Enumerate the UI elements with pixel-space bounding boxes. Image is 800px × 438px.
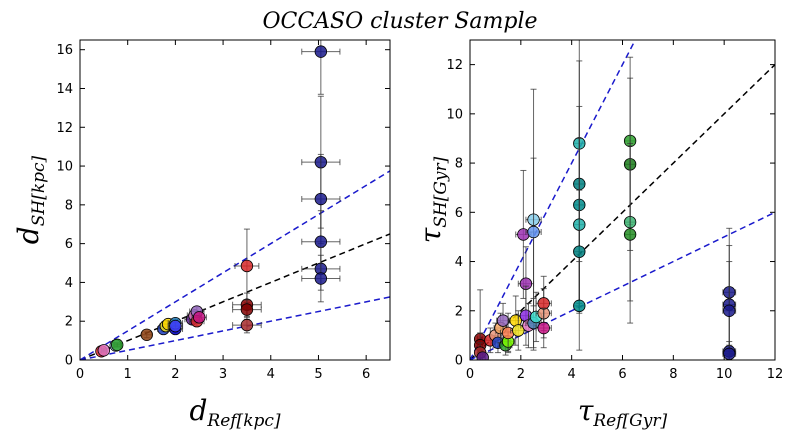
y-tick-label: 2 — [455, 304, 463, 319]
age-data-point — [573, 261, 586, 351]
y-tick-label: 0 — [65, 354, 73, 369]
marker — [723, 347, 736, 360]
marker — [501, 326, 515, 340]
marker — [240, 318, 254, 332]
age-data-point — [535, 307, 552, 349]
y-tick-label: 8 — [455, 157, 463, 172]
y-tick-label: 8 — [65, 198, 73, 213]
x-tick-label: 0 — [466, 367, 474, 382]
x-tick-label: 2 — [517, 367, 525, 382]
distance-y-axis-label: dSH[kpc] — [12, 155, 49, 244]
y-tick-label: 12 — [56, 121, 73, 136]
y-tick-label: 10 — [446, 107, 463, 122]
x-tick-label: 4 — [267, 367, 275, 382]
marker — [573, 245, 586, 258]
distance-data-point — [97, 344, 111, 357]
x-tick-label: 12 — [767, 367, 784, 382]
x-tick-label: 0 — [76, 367, 84, 382]
marker — [314, 235, 328, 248]
age-chart: 0 2 4 6 8 10 12 0 2 4 6 8 10 12 τRef[Gyr] τSH[Gyr] — [414, 39, 784, 431]
distance-data-point — [191, 311, 207, 324]
age-x-axis-label: τRef[Gyr] — [578, 394, 668, 431]
marker — [314, 45, 328, 58]
y-tick-label: 4 — [455, 255, 463, 270]
y-tick-label: 2 — [65, 315, 73, 330]
marker — [314, 272, 328, 285]
marker — [623, 228, 637, 241]
x-tick-label: 2 — [171, 367, 179, 382]
x-tick-label: 3 — [219, 367, 227, 382]
y-tick-label: 6 — [455, 206, 463, 221]
age-lower-bound-line — [470, 211, 775, 360]
y-tick-label: 6 — [65, 237, 73, 252]
marker — [240, 259, 254, 273]
x-tick-label: 10 — [716, 367, 733, 382]
marker — [496, 314, 510, 327]
distance-axes-frame — [79, 39, 391, 361]
age-plot-area — [470, 40, 775, 360]
marker — [97, 344, 111, 357]
marker — [169, 319, 182, 333]
marker — [110, 338, 124, 352]
marker — [140, 328, 153, 341]
y-tick-label: 10 — [56, 160, 73, 175]
figure-title: OCCASO cluster Sample — [262, 9, 537, 34]
distance-one-to-one-line — [80, 233, 390, 360]
distance-data-point — [232, 299, 262, 320]
marker — [723, 304, 736, 317]
marker — [476, 351, 489, 360]
marker — [537, 297, 550, 310]
y-tick-label: 4 — [65, 276, 73, 291]
distance-data-point — [301, 254, 341, 303]
marker — [573, 299, 586, 313]
age-y-axis-label: τSH[Gyr] — [414, 156, 451, 243]
y-tick-label: 12 — [446, 58, 463, 73]
marker — [314, 192, 328, 206]
x-tick-label: 6 — [618, 367, 626, 382]
distance-data-point — [301, 40, 341, 95]
age-data-point — [476, 351, 489, 360]
x-tick-label: 8 — [669, 367, 677, 382]
x-tick-label: 4 — [568, 367, 576, 382]
distance-data-point — [140, 328, 153, 341]
age-upper-bound-line — [470, 40, 637, 360]
age-data-point — [623, 145, 637, 324]
distance-data-point — [234, 228, 260, 304]
x-tick-label: 6 — [362, 367, 370, 382]
marker — [517, 228, 530, 241]
marker — [527, 225, 540, 239]
y-tick-label: 16 — [56, 43, 73, 58]
distance-plot-area — [80, 40, 390, 360]
age-data-point — [525, 157, 542, 307]
distance-lower-bound-line — [80, 296, 390, 360]
distance-x-axis-label: dRef[kpc] — [189, 394, 280, 431]
y-tick-label: 14 — [56, 82, 73, 97]
distance-data-point — [167, 319, 184, 333]
marker — [537, 321, 550, 335]
marker — [240, 303, 254, 316]
marker — [193, 311, 206, 324]
distance-data-point — [232, 316, 262, 334]
x-tick-label: 1 — [124, 367, 132, 382]
distance-data-point — [110, 338, 124, 352]
x-tick-label: 5 — [314, 367, 322, 382]
y-tick-label: 0 — [455, 354, 463, 369]
